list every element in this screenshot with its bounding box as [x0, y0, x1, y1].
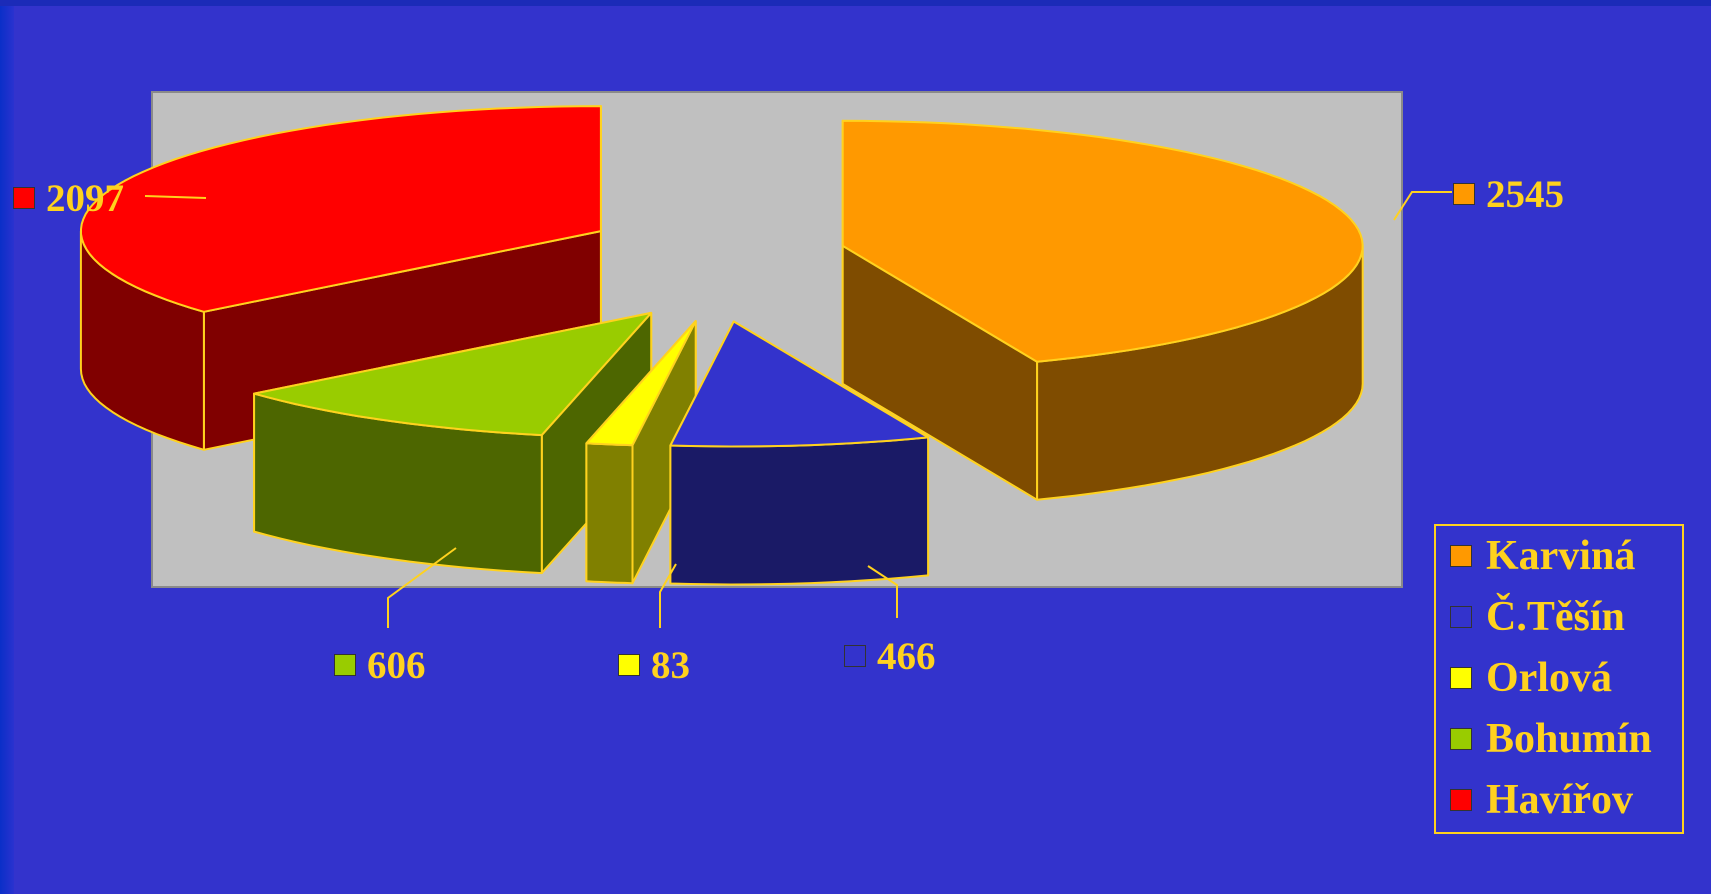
legend-label: Č.Těšín	[1486, 594, 1625, 640]
data-label-value: 466	[877, 634, 936, 678]
data-label-swatch	[1453, 183, 1475, 205]
legend-label: Orlová	[1486, 655, 1612, 701]
slide-left-accent-bar	[0, 0, 14, 894]
data-label-swatch	[618, 654, 640, 676]
data-label-value: 606	[367, 643, 426, 687]
leader-line-karvina	[1393, 191, 1452, 221]
pie-slices	[79, 105, 1364, 586]
data-label-swatch	[334, 654, 356, 676]
data-label-havirov: 2097	[13, 176, 124, 220]
data-label-karvina: 2545	[1453, 172, 1564, 216]
leader-line-cesky-tesin	[867, 565, 898, 618]
legend-swatch	[1450, 789, 1472, 811]
legend-item-havirov: Havířov	[1450, 775, 1633, 825]
data-label-swatch	[13, 187, 35, 209]
pie-slice-bohumin	[253, 311, 653, 575]
legend-swatch	[1450, 545, 1472, 567]
legend-swatch	[1450, 606, 1472, 628]
leader-line-bohumin	[387, 547, 457, 628]
data-label-bohumin: 606	[334, 643, 426, 687]
legend-label: Havířov	[1486, 777, 1633, 823]
legend-item-bohumin: Bohumín	[1450, 714, 1652, 764]
legend-swatch	[1450, 667, 1472, 689]
data-label-value: 2545	[1486, 172, 1564, 216]
slide-top-accent-bar	[0, 0, 1711, 6]
data-label-value: 83	[651, 643, 690, 687]
pie-slice-orlova	[585, 320, 697, 585]
pie-slice-havirov	[79, 105, 602, 451]
legend-item-karvina: Karviná	[1450, 531, 1635, 581]
legend-label: Karviná	[1486, 533, 1636, 579]
legend-item-orlova: Orlová	[1450, 653, 1612, 703]
chart-legend: Karviná Č.Těšín Orlová Bohumín Havířov	[1434, 524, 1684, 834]
leader-line-havirov	[144, 195, 207, 199]
pie-slice-karvina	[841, 119, 1364, 501]
data-label-orlova: 83	[618, 643, 690, 687]
data-label-value: 2097	[46, 176, 124, 220]
leader-lines	[144, 191, 1452, 628]
leader-line-orlova	[659, 563, 677, 628]
legend-label: Bohumín	[1486, 716, 1652, 762]
legend-swatch	[1450, 728, 1472, 750]
data-label-cesky-tesin: 466	[844, 634, 936, 678]
data-label-swatch	[844, 645, 866, 667]
legend-item-cesky-tesin: Č.Těšín	[1450, 592, 1625, 642]
pie-slice-cesky-tesin	[669, 320, 930, 586]
